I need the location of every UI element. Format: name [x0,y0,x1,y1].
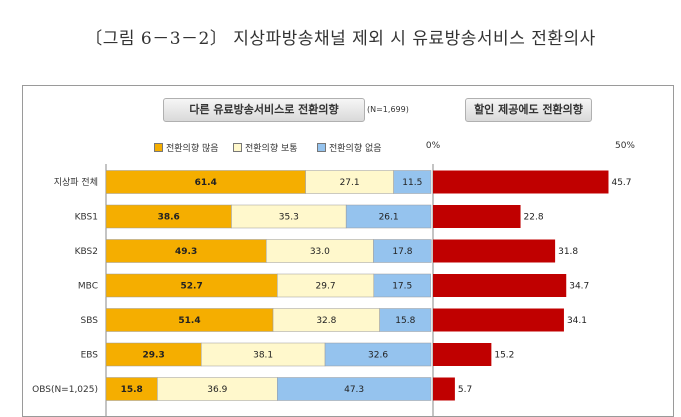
stacked-bar-value-label: 35.3 [279,213,299,223]
left-chart-title: 다른 유료방송서비스로 전환의향 [163,98,365,122]
stacked-bar-value-label: 51.4 [178,316,200,326]
stacked-bar-segment [393,170,432,194]
stacked-bar-value-label: 38.1 [253,351,273,361]
chart-svg: 0% 50% 지상파 전체 61.4 27.1 11.5 45.7 KBS1 38.6 35.3 2… [32,141,635,416]
stacked-bar-segment [324,342,432,367]
stacked-bar-value-label: 26.1 [379,213,399,223]
stacked-bar-value-label: 11.5 [402,178,422,188]
stacked-bar-value-label: 27.1 [340,178,360,188]
category-label: KBS1 [75,213,98,223]
chart-frame: 다른 유료방송서비스로 전환의향 (N=1,699) 할인 제공에도 전환의향 … [22,85,674,417]
category-label: EBS [81,351,99,361]
discount-bar [433,308,564,332]
discount-bar [433,377,455,401]
legend-item-none: 전환의향 없음 [317,141,382,154]
figure-title: 〔그림 6－3－2〕 지상파방송채널 제외 시 유료방송서비스 전환의사 [85,29,596,49]
discount-bar-value-label: 31.8 [558,247,578,257]
sample-size-note: (N=1,699) [367,105,409,114]
category-label: OBS(N=1,025) [32,385,98,395]
category-label: SBS [81,316,99,326]
stacked-bar-value-label: 38.6 [158,213,180,223]
stacked-bar-value-label: 47.3 [344,385,364,395]
stacked-bar-value-label: 52.7 [181,282,203,292]
stacked-bar-segment [379,308,432,332]
legend-swatch-none [317,143,326,152]
discount-bar [433,170,609,194]
stacked-bar-segment [345,204,432,229]
stacked-bar-value-label: 32.6 [368,351,388,361]
discount-bar-value-label: 22.8 [524,213,544,223]
stacked-bar-value-label: 29.3 [143,351,165,361]
discount-bar [433,205,521,228]
discount-bar-value-label: 34.1 [567,316,587,326]
category-label: 지상파 전체 [54,177,98,188]
category-label: KBS2 [75,247,98,257]
discount-bar [433,239,556,263]
stacked-bar-value-label: 15.8 [121,385,143,395]
discount-bar-value-label: 34.7 [569,282,589,292]
stacked-bar-value-label: 61.4 [195,178,217,188]
stacked-bar-segment [373,239,432,263]
category-label: MBC [78,282,98,292]
legend-swatch-medium [233,143,242,152]
legend-label-high: 전환의향 많음 [166,144,219,154]
legend-swatch-high [154,143,163,152]
stacked-bar-value-label: 33.0 [310,247,330,257]
right-tick-label-50: 50% [615,141,635,151]
discount-bar-value-label: 45.7 [611,178,631,188]
stacked-bar-value-label: 36.9 [207,385,227,395]
stacked-bar-value-label: 15.8 [395,316,415,326]
legend-item-medium: 전환의향 보통 [233,141,298,154]
stacked-bar-value-label: 17.8 [392,247,412,257]
legend-label-none: 전환의향 없음 [329,144,382,154]
discount-bar [433,343,492,366]
stacked-bar-value-label: 29.7 [316,282,336,292]
legend-item-high: 전환의향 많음 [154,141,219,154]
stacked-bar-value-label: 17.5 [392,282,412,292]
stacked-bar-value-label: 32.8 [316,316,336,326]
stacked-bar-segment [373,273,431,298]
discount-bar [433,274,567,297]
right-chart-title: 할인 제공에도 전환의향 [465,98,592,122]
discount-bar-value-label: 15.2 [494,351,514,361]
stacked-bar-value-label: 49.3 [175,247,197,257]
discount-bar-value-label: 5.7 [458,385,472,395]
legend-label-medium: 전환의향 보통 [245,144,298,154]
right-tick-label-0: 0% [426,141,441,151]
